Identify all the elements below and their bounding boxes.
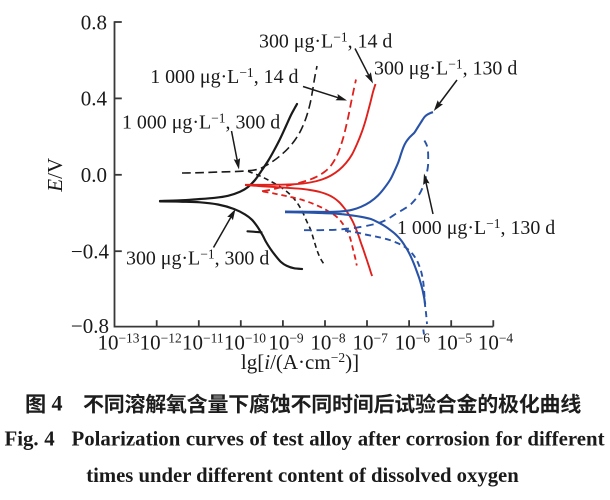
svg-text:10−4: 10−4 bbox=[478, 331, 514, 355]
svg-text:300 μg·L−1, 130 d: 300 μg·L−1, 130 d bbox=[374, 57, 517, 80]
svg-text:E/V: E/V bbox=[43, 158, 67, 193]
svg-text:0.0: 0.0 bbox=[81, 163, 107, 187]
svg-text:−0.4: −0.4 bbox=[71, 240, 110, 264]
svg-text:Fig. 4 Polarization curves o: Fig. 4 Polarization curves of test alloy… bbox=[4, 426, 604, 450]
svg-text:300 μg·L−1, 300 d: 300 μg·L−1, 300 d bbox=[126, 247, 269, 270]
svg-text:1 000 μg·L−1, 14 d: 1 000 μg·L−1, 14 d bbox=[150, 65, 298, 88]
svg-text:10−6: 10−6 bbox=[395, 331, 431, 355]
svg-text:0.8: 0.8 bbox=[81, 10, 107, 34]
svg-text:1 000 μg·L−1, 300 d: 1 000 μg·L−1, 300 d bbox=[122, 111, 280, 134]
svg-text:lg[i/(A·cm−2)]: lg[i/(A·cm−2)] bbox=[241, 350, 359, 374]
svg-text:1 000 μg·L−1, 130 d: 1 000 μg·L−1, 130 d bbox=[397, 216, 555, 239]
svg-text:0.4: 0.4 bbox=[81, 87, 108, 111]
svg-text:times under different content: times under different content of dissolv… bbox=[86, 465, 519, 487]
svg-text:−0.8: −0.8 bbox=[71, 314, 109, 338]
svg-text:300 μg·L−1, 14 d: 300 μg·L−1, 14 d bbox=[259, 30, 392, 53]
svg-text:4: 4 bbox=[52, 391, 63, 416]
